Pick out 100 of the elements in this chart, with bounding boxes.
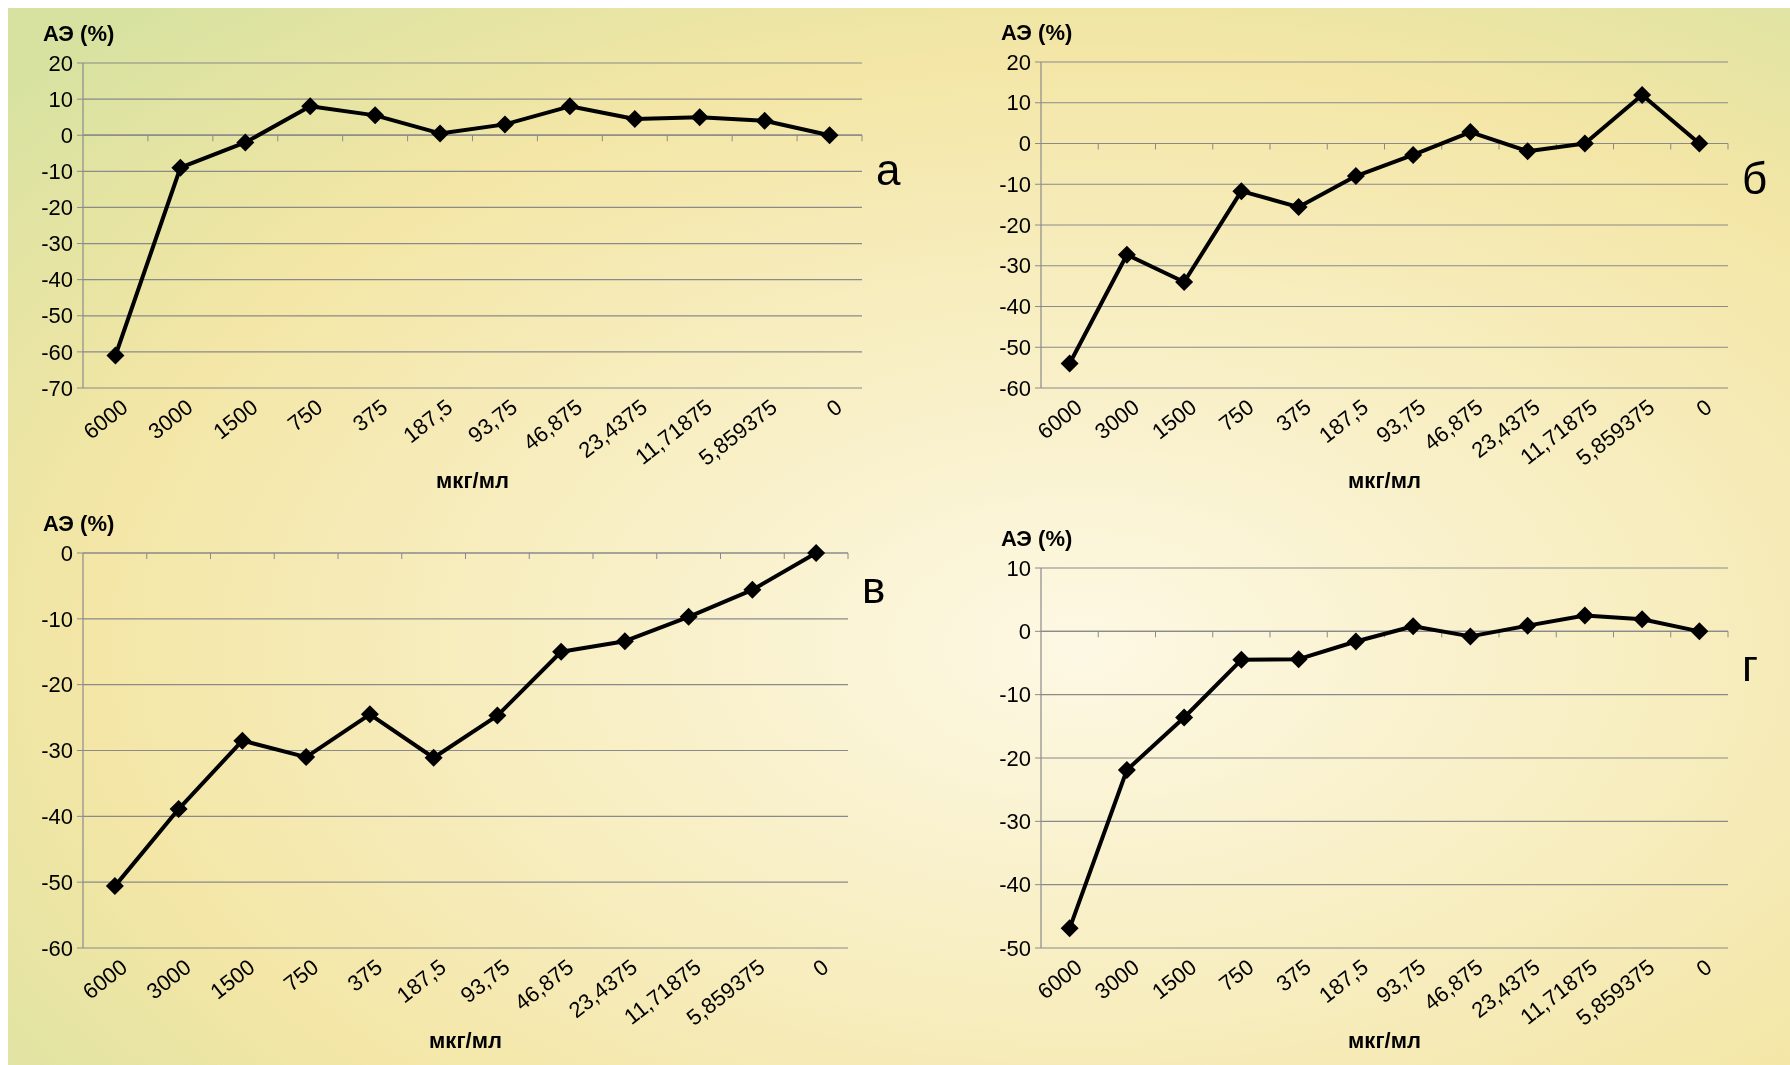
point [552,642,571,661]
y-tick-label: -20 [41,195,73,221]
y-axis-title: АЭ (%) [43,21,115,46]
x-tick-label: 0 [1691,394,1717,422]
y-tick-label: -20 [999,212,1031,238]
point [495,115,514,134]
y-tick-label: -60 [41,339,73,365]
text: а [876,145,901,195]
point [301,97,320,116]
point [807,544,826,562]
text: б [1742,153,1768,203]
x-tick-label: 375 [1271,954,1316,997]
y-tick-label: 0 [60,540,73,566]
point [297,748,316,767]
point [1289,650,1308,669]
point [171,158,190,177]
point [236,133,255,152]
point [1633,86,1652,105]
point [1461,123,1480,142]
point [1575,134,1594,153]
x-tick-label: 750 [1214,954,1259,997]
y-tick-label: -50 [999,334,1031,360]
x-tick-label: 750 [1214,394,1259,437]
point [1575,606,1594,625]
x-tick-label: 375 [342,954,387,997]
y-tick-label: -30 [41,231,73,257]
point [1690,134,1709,153]
y-tick-label: -10 [999,682,1031,708]
point [424,748,443,767]
y-tick-label: -50 [41,303,73,329]
y-tick-label: -30 [999,253,1031,279]
x-axis-title: мкг/мл [1348,468,1421,493]
point [366,106,385,125]
point [690,108,709,127]
y-axis-title: АЭ (%) [1001,526,1073,551]
point [431,124,450,143]
x-axis-title: мкг/мл [429,1028,502,1053]
y-tick-label: -20 [41,672,73,698]
y-tick-label: -30 [999,809,1031,835]
point [615,632,634,651]
x-tick-label: 0 [1691,954,1717,982]
point [1518,142,1537,161]
point [679,607,698,626]
y-tick-label: -60 [999,375,1031,401]
y-tick-label: 10 [1006,555,1031,581]
y-tick-label: -50 [41,869,73,895]
point [560,97,579,116]
point [1232,182,1251,201]
x-axis-title: мкг/мл [1348,1028,1421,1053]
point [488,706,507,725]
x-tick-label: 375 [1271,394,1316,437]
point [169,800,188,819]
point [1461,627,1480,646]
y-tick-label: 0 [1018,619,1031,645]
point [820,126,839,145]
y-tick-label: -50 [999,935,1031,961]
point [1518,616,1537,635]
text: г [1742,641,1759,691]
point [1404,617,1423,636]
point [1346,632,1365,651]
x-tick-label: 750 [278,954,324,997]
y-tick-label: -30 [41,738,73,764]
point [233,731,252,750]
point [1117,245,1136,264]
y-tick-label: 0 [1018,131,1031,157]
y-axis-title: АЭ (%) [43,511,115,536]
y-tick-label: -40 [999,294,1031,320]
y-tick-label: 10 [1006,90,1031,116]
text: в [862,563,886,612]
y-tick-label: -10 [999,171,1031,197]
point [1690,622,1709,641]
y-tick-label: -40 [999,872,1031,898]
y-tick-label: -20 [999,745,1031,771]
point [1175,273,1194,292]
point [1060,919,1079,938]
point [1060,354,1079,373]
y-tick-label: -10 [41,159,73,185]
y-tick-label: 10 [48,86,73,112]
y-tick-label: 0 [60,122,73,148]
y-tick-label: 20 [48,50,73,76]
point [625,109,644,128]
point [1633,610,1652,629]
x-axis-title: мкг/мл [436,468,509,493]
point [1289,198,1308,217]
y-tick-label: -40 [41,267,73,293]
x-tick-label: 375 [347,394,393,437]
point [1117,761,1136,780]
point [105,877,124,896]
x-tick-label: 0 [808,954,834,982]
point [1346,167,1365,186]
y-tick-label: -40 [41,804,73,830]
point [743,580,762,599]
y-tick-label: -70 [41,375,73,401]
point [106,346,125,365]
y-tick-label: -10 [41,606,73,632]
point [1175,708,1194,727]
point [755,111,774,130]
x-tick-label: 750 [282,394,328,437]
y-axis-title: АЭ (%) [1001,20,1073,45]
point [1232,650,1251,669]
